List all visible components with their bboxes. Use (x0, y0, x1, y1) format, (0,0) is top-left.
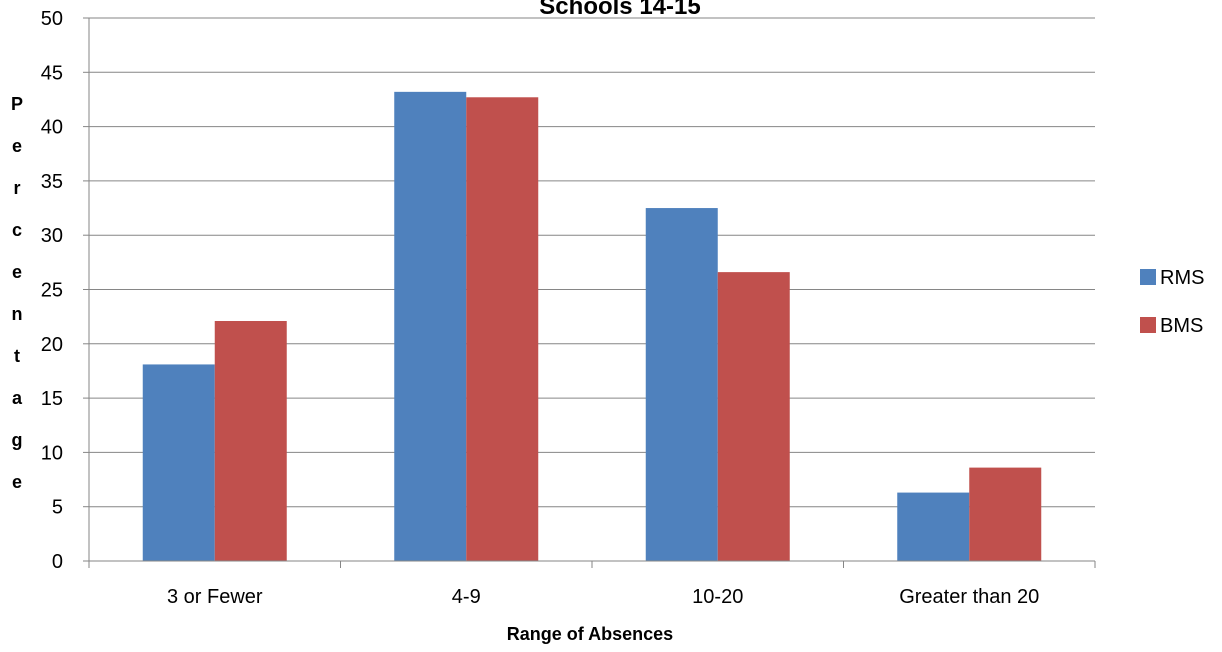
y-axis-title-letter: g (12, 430, 23, 450)
bar-rms-0 (142, 364, 215, 561)
y-axis-title-letter: r (13, 178, 20, 198)
legend: RMS BMS (1140, 267, 1204, 337)
y-tick-label: 35 (41, 171, 63, 193)
bars (142, 91, 1042, 562)
y-tick-label: 25 (41, 280, 63, 302)
bar-bms-0 (214, 320, 287, 561)
chart-title: Schools 14-15 (539, 0, 700, 20)
x-axis-ticks: 3 or Fewer 4-9 10-20 Greater than 20 (88, 561, 1096, 608)
y-axis-title-letter: a (12, 388, 23, 408)
bar-rms-2 (645, 208, 718, 562)
y-tick-label: 5 (52, 497, 63, 519)
y-axis-title-letter: e (12, 262, 22, 282)
y-axis-title-letter: e (12, 472, 22, 492)
y-axis-title-letter: e (12, 136, 22, 156)
y-tick-label: 45 (41, 62, 63, 84)
x-tick-label: 10-20 (692, 586, 743, 608)
legend-swatch-rms (1140, 269, 1156, 285)
y-axis-title-letter: P (11, 94, 23, 114)
y-tick-label: 10 (41, 442, 63, 464)
y-axis-title: Pe r c e n t a g e (11, 94, 23, 492)
y-axis-title-letter: n (12, 304, 23, 324)
bar-bms-1 (466, 97, 539, 561)
y-tick-label: 15 (41, 388, 63, 410)
x-tick-label: 3 or Fewer (167, 586, 263, 608)
bar-bms-3 (969, 467, 1042, 561)
legend-label-bms: BMS (1160, 315, 1203, 337)
y-axis-ticks: 0 5 10 15 20 25 30 35 40 45 50 (41, 8, 89, 573)
x-tick-label: Greater than 20 (899, 586, 1039, 608)
y-axis-title-letter: t (14, 346, 20, 366)
x-axis-title: Range of Absences (507, 624, 673, 644)
bar-rms-3 (897, 492, 970, 561)
y-tick-label: 20 (41, 334, 63, 356)
y-tick-label: 0 (52, 551, 63, 573)
bar-rms-1 (394, 91, 467, 562)
legend-swatch-bms (1140, 317, 1156, 333)
bar-bms-2 (717, 272, 790, 561)
y-tick-label: 30 (41, 225, 63, 247)
y-tick-label: 40 (41, 117, 63, 139)
legend-label-rms: RMS (1160, 267, 1204, 289)
y-axis-title-letter: c (12, 220, 22, 240)
x-tick-label: 4-9 (452, 586, 481, 608)
y-tick-label: 50 (41, 8, 63, 30)
